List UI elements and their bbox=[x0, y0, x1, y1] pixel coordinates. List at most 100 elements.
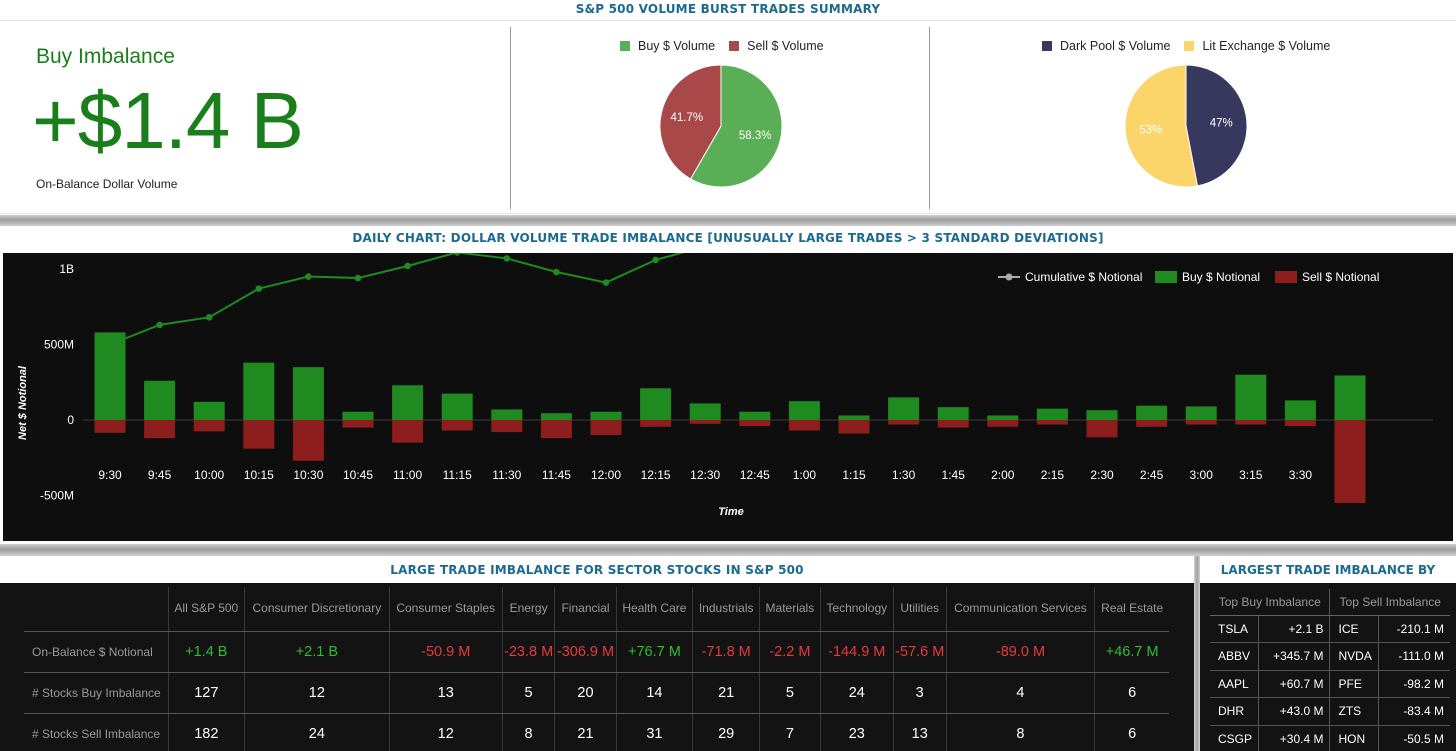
table-cell: -2.2 M bbox=[759, 631, 821, 673]
table-cell: +76.7 M bbox=[616, 631, 694, 673]
table-row[interactable]: TSLA +2.1 B ICE -210.1 M bbox=[1210, 615, 1450, 643]
top-buy-header[interactable]: Top Buy Imbalance bbox=[1210, 589, 1331, 616]
x-tick-label: 12:00 bbox=[591, 468, 621, 482]
sell-bar bbox=[590, 420, 622, 436]
buy-ticker[interactable]: DHR bbox=[1210, 697, 1260, 726]
legend-swatch bbox=[729, 41, 740, 51]
buy-bar bbox=[243, 362, 275, 420]
table-row[interactable]: CSGP +30.4 M HON -50.5 M bbox=[1210, 725, 1450, 751]
x-tick-label: 1:15 bbox=[842, 468, 866, 482]
cumulative-point bbox=[404, 262, 411, 270]
table-cell: -23.8 M bbox=[502, 631, 556, 673]
stock-imbalance-table: Top Buy Imbalance Top Sell Imbalance TSL… bbox=[1210, 589, 1450, 751]
buy-imbalance-label: Buy Imbalance bbox=[36, 45, 175, 68]
sector-column-header[interactable]: Technology bbox=[820, 587, 894, 632]
sector-column-header[interactable]: Energy bbox=[502, 587, 556, 632]
sell-bar bbox=[937, 420, 969, 428]
cumulative-point bbox=[354, 274, 362, 282]
legend-line-swatch bbox=[1005, 273, 1013, 281]
sell-bar bbox=[1185, 420, 1217, 425]
sell-bar bbox=[640, 420, 672, 427]
legend-item-lit-exchange-volume[interactable]: Lit Exchange $ Volume bbox=[1184, 39, 1330, 53]
x-tick-label: 10:30 bbox=[293, 468, 323, 482]
table-row[interactable]: DHR +43.0 M ZTS -83.4 M bbox=[1210, 697, 1450, 726]
buy-bar bbox=[1036, 408, 1068, 420]
sector-column-header[interactable]: All S&P 500 bbox=[168, 587, 246, 632]
x-tick-label: 2:00 bbox=[991, 468, 1015, 482]
table-row[interactable]: ABBV +345.7 M NVDA -111.0 M bbox=[1210, 642, 1450, 671]
buy-sell-pie-chart: 58.3% 41.7% bbox=[659, 64, 783, 188]
sector-column-header[interactable]: Real Estate bbox=[1094, 587, 1169, 632]
table-row[interactable]: AAPL +60.7 M PFE -98.2 M bbox=[1210, 670, 1450, 698]
sector-column-header[interactable]: Financial bbox=[554, 587, 617, 632]
x-tick-label: 2:45 bbox=[1140, 468, 1164, 482]
row-label: # Stocks Buy Imbalance bbox=[24, 672, 169, 714]
sector-column-header[interactable]: Consumer Staples bbox=[389, 587, 503, 632]
buy-bar bbox=[640, 388, 672, 420]
sell-bar bbox=[1235, 420, 1267, 425]
table-cell: 24 bbox=[244, 713, 390, 751]
x-tick-label: 9:45 bbox=[148, 468, 172, 482]
sell-bar bbox=[1136, 420, 1168, 427]
stock-table-title: LARGEST TRADE IMBALANCE BY STOCK bbox=[1200, 557, 1456, 603]
dark-lit-pie-chart: 47% 53% bbox=[1124, 64, 1248, 188]
legend-item-sell-volume[interactable]: Sell $ Volume bbox=[729, 39, 824, 53]
y-tick-label: 0 bbox=[67, 413, 74, 427]
sell-ticker[interactable]: NVDA bbox=[1329, 642, 1380, 671]
legend-label: Sell $ Notional bbox=[1302, 270, 1379, 284]
x-tick-label: 12:30 bbox=[690, 468, 720, 482]
sector-column-header[interactable]: Consumer Discretionary bbox=[244, 587, 390, 632]
sector-column-header[interactable]: Industrials bbox=[692, 587, 761, 632]
table-cell: 12 bbox=[244, 672, 390, 714]
buy-bar bbox=[1284, 400, 1316, 420]
table-cell: 5 bbox=[759, 672, 821, 714]
sell-ticker[interactable]: ICE bbox=[1329, 615, 1380, 643]
table-cell: 13 bbox=[389, 672, 503, 714]
buy-bar bbox=[689, 403, 721, 420]
table-cell: 6 bbox=[1094, 672, 1169, 714]
cumulative-point bbox=[106, 341, 114, 348]
sell-value: -210.1 M bbox=[1378, 615, 1450, 643]
pie-slice-label: 41.7% bbox=[671, 112, 704, 124]
sell-bar bbox=[838, 420, 870, 434]
row-label: On-Balance $ Notional bbox=[24, 631, 169, 673]
sell-bar bbox=[987, 420, 1019, 427]
row-label: # Stocks Sell Imbalance bbox=[24, 713, 169, 751]
buy-ticker[interactable]: CSGP bbox=[1210, 725, 1260, 751]
buy-ticker[interactable]: ABBV bbox=[1210, 642, 1260, 671]
sell-ticker[interactable]: ZTS bbox=[1329, 697, 1380, 726]
buy-bar bbox=[292, 367, 324, 420]
sell-bar bbox=[1284, 420, 1316, 427]
table-cell: 7 bbox=[759, 713, 821, 751]
sell-ticker[interactable]: HON bbox=[1329, 725, 1380, 751]
legend-item-dark-pool-volume[interactable]: Dark Pool $ Volume bbox=[1042, 39, 1170, 53]
x-tick-label: 11:30 bbox=[492, 468, 521, 482]
legend-item-buy-volume[interactable]: Buy $ Volume bbox=[620, 39, 715, 53]
sell-value: -111.0 M bbox=[1378, 642, 1450, 671]
buy-ticker[interactable]: AAPL bbox=[1210, 670, 1260, 698]
sell-bar bbox=[788, 420, 820, 431]
buy-bar bbox=[491, 409, 523, 420]
sector-column-header[interactable]: Communication Services bbox=[946, 587, 1096, 632]
sell-value: -83.4 M bbox=[1378, 697, 1450, 726]
table-cell: 21 bbox=[554, 713, 617, 751]
buy-ticker[interactable]: TSLA bbox=[1210, 615, 1260, 643]
table-cell: 13 bbox=[893, 713, 947, 751]
sector-column-header[interactable]: Materials bbox=[759, 587, 821, 632]
summary-divider bbox=[510, 27, 511, 209]
y-tick-label: -500M bbox=[40, 489, 74, 503]
top-sell-header[interactable]: Top Sell Imbalance bbox=[1329, 589, 1450, 616]
buy-bar bbox=[1086, 410, 1118, 420]
stock-table-panel: Top Buy Imbalance Top Sell Imbalance TSL… bbox=[1200, 583, 1456, 751]
sell-bar bbox=[441, 420, 473, 431]
sector-column-header[interactable]: Health Care bbox=[616, 587, 694, 632]
x-tick-label: 12:45 bbox=[740, 468, 770, 482]
table-cell: +2.1 B bbox=[244, 631, 390, 673]
sector-column-header[interactable]: Utilities bbox=[893, 587, 947, 632]
sell-value: -50.5 M bbox=[1378, 725, 1450, 751]
sell-ticker[interactable]: PFE bbox=[1329, 670, 1380, 698]
sell-bar bbox=[292, 420, 324, 461]
sell-bar bbox=[1334, 420, 1366, 504]
table-cell: 24 bbox=[820, 672, 894, 714]
buy-bar bbox=[1334, 375, 1366, 420]
